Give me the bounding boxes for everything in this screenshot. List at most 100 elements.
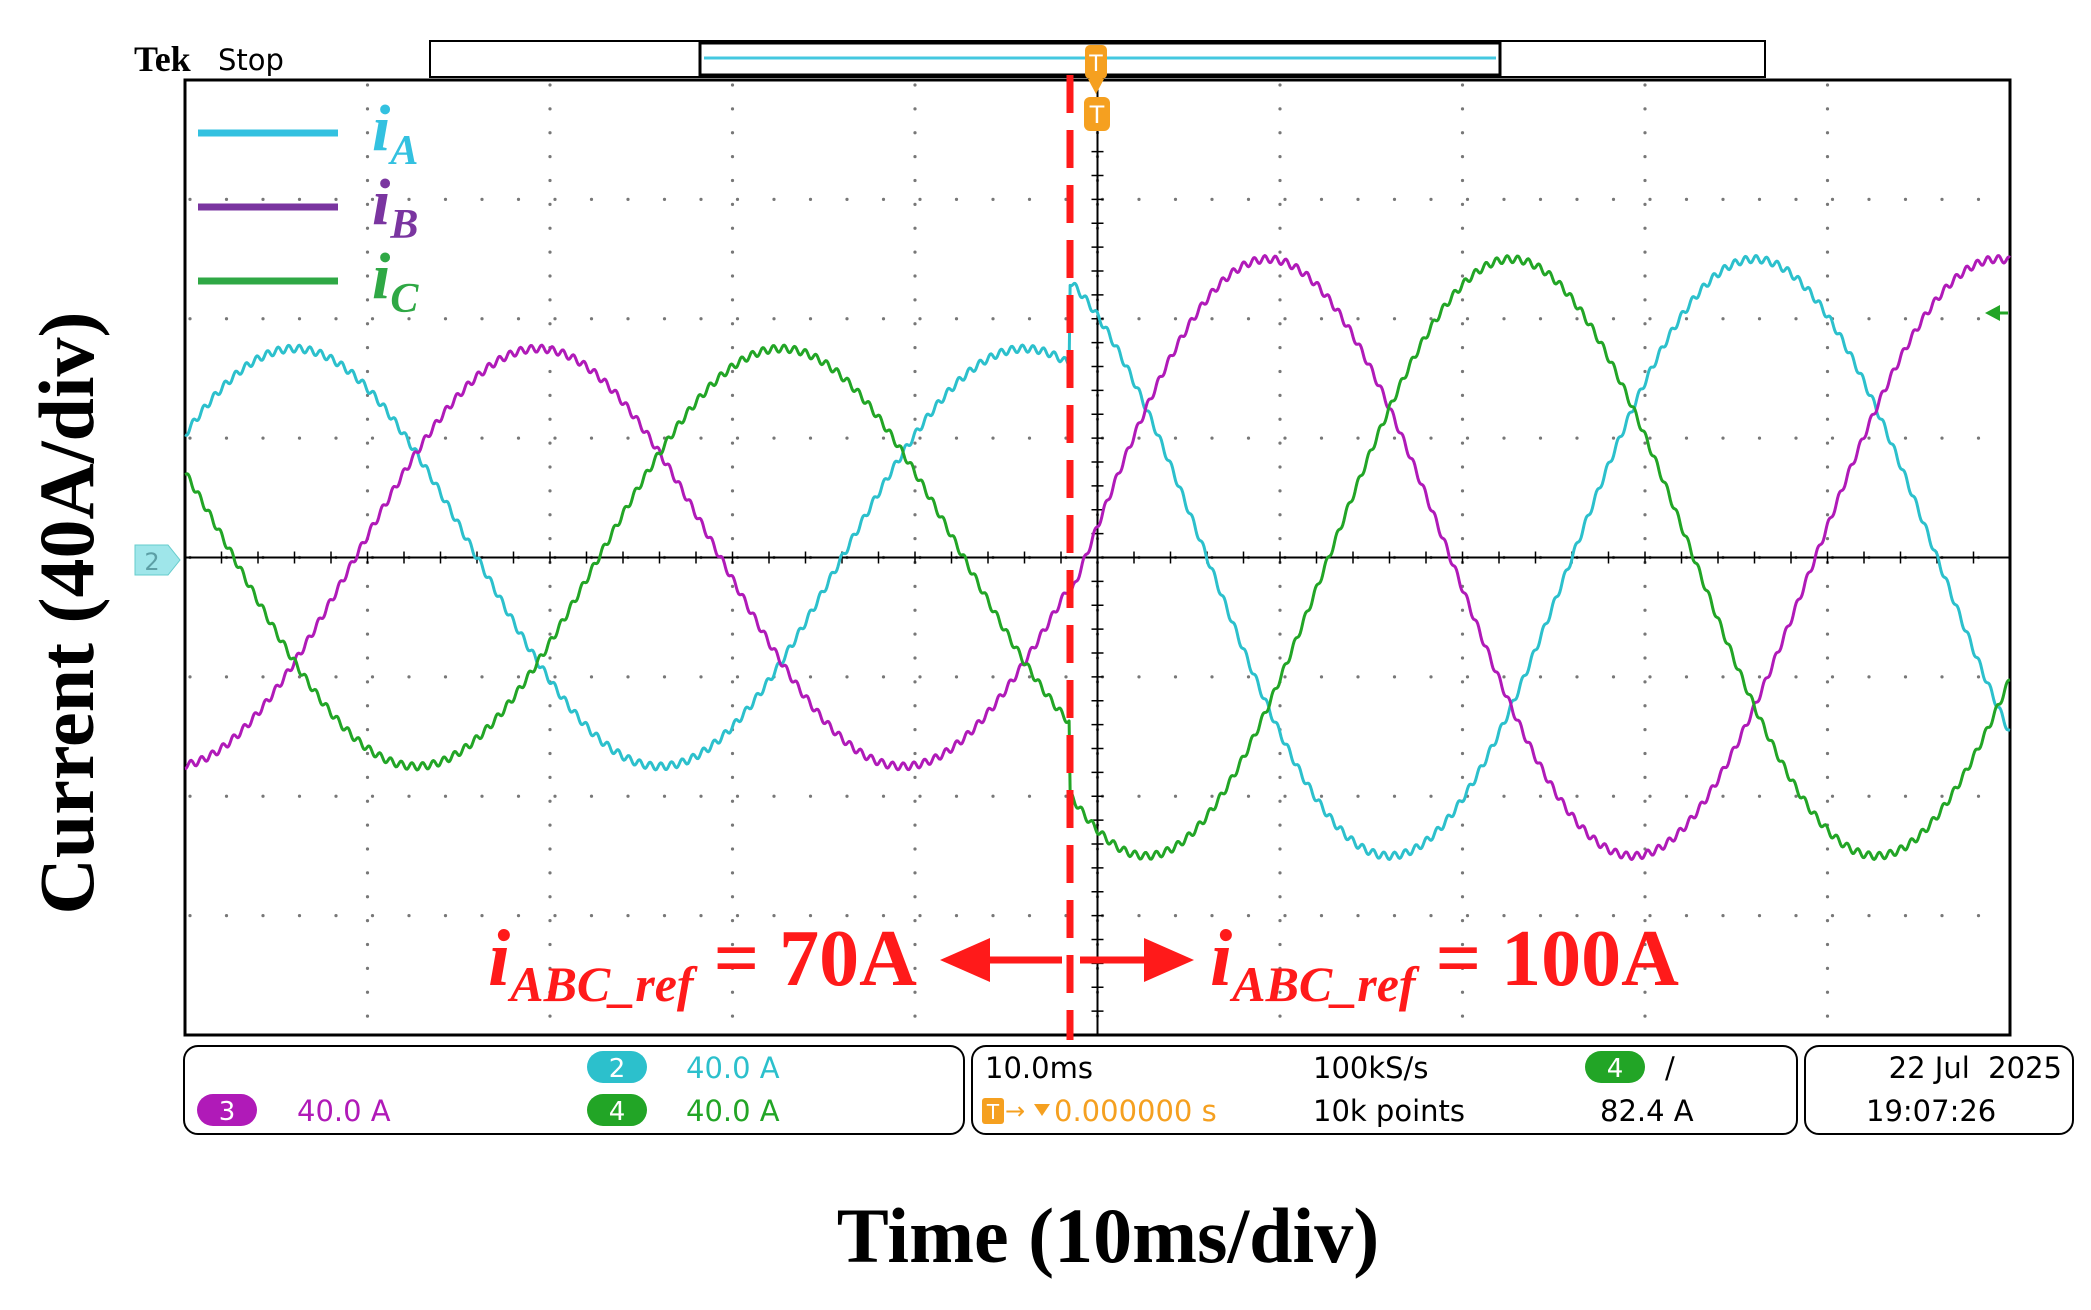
grid-dot: [1064, 675, 1068, 679]
grid-dot: [1460, 274, 1465, 278]
grid-dot: [881, 914, 886, 918]
grid-dot: [730, 584, 735, 588]
grid-dot: [1825, 728, 1830, 732]
grid-dot: [881, 317, 886, 321]
grid-dot: [1903, 436, 1908, 440]
grid-dot: [1278, 83, 1282, 87]
grid-dot: [845, 794, 849, 798]
grid-dot: [1356, 197, 1360, 201]
grid-dot: [1684, 914, 1689, 918]
grid-dot: [954, 914, 959, 918]
grid-dot: [1460, 226, 1465, 230]
grid-dot: [730, 895, 735, 899]
grid-dot: [1940, 675, 1944, 679]
grid-dot: [1643, 1014, 1647, 1018]
grid-dot: [1825, 799, 1830, 803]
grid-dot: [480, 675, 484, 679]
grid-dot: [365, 775, 370, 779]
grid-dot: [913, 226, 917, 230]
ch2-ground-marker: 2: [134, 544, 181, 576]
left-arrow: [940, 938, 1062, 982]
grid-dot: [913, 83, 917, 87]
grid-dot: [1173, 794, 1178, 798]
grid-dot: [365, 178, 370, 183]
grid-dot: [808, 317, 813, 321]
grid-dot: [1460, 704, 1465, 708]
grid-dot: [730, 799, 735, 803]
grid-dot: [1794, 914, 1798, 918]
grid-dot: [1278, 202, 1282, 206]
grid-dot: [1643, 131, 1647, 135]
grid-dot: [954, 317, 959, 321]
grid-dot: [365, 202, 370, 206]
grid-dot: [548, 393, 552, 397]
grid-dot: [1278, 274, 1282, 278]
sample-rate: 100kS/s: [1313, 1051, 1428, 1085]
grid-dot: [553, 794, 557, 798]
grid-dot: [954, 794, 959, 798]
grid-dot: [1278, 942, 1282, 947]
grid-dot: [1825, 751, 1830, 756]
grid-dot: [991, 436, 995, 440]
trigger-position-icon: [982, 1098, 1004, 1124]
grid-dot: [1465, 675, 1470, 679]
grid-dot: [1502, 197, 1506, 201]
grid-dot: [1319, 317, 1324, 321]
grid-dot: [224, 317, 229, 321]
grid-dot: [626, 317, 630, 321]
grid-dot: [1460, 823, 1465, 827]
grid-dot: [548, 274, 552, 278]
grid-dot: [913, 441, 917, 445]
grid-dot: [365, 895, 370, 899]
grid-dot: [1027, 914, 1032, 918]
grid-dot: [516, 197, 521, 201]
grid-dot: [913, 1014, 917, 1018]
grid-dot: [1643, 584, 1647, 588]
grid-dot: [548, 537, 552, 541]
grid-dot: [1460, 131, 1465, 135]
grid-dot: [1210, 794, 1214, 798]
grid-dot: [480, 794, 484, 798]
grid-dot: [730, 775, 735, 779]
grid-dot: [1825, 608, 1830, 612]
grid-dot: [1867, 914, 1871, 918]
grid-dot: [548, 895, 552, 899]
grid-dot: [1643, 393, 1647, 397]
grid-dot: [1825, 202, 1830, 206]
grid-dot: [1825, 489, 1830, 493]
grid-dot: [548, 202, 552, 206]
grid-dot: [991, 675, 995, 679]
grid-dot: [1794, 675, 1798, 679]
grid-dot: [1538, 794, 1543, 798]
grid-dot: [1825, 990, 1830, 994]
grid-dot: [1648, 317, 1652, 321]
grid-dot: [224, 794, 229, 798]
grid-dot: [913, 155, 917, 159]
svg-text:2: 2: [144, 548, 159, 576]
grid-dot: [1460, 919, 1465, 923]
left-reference-label: iABC_ref = 70A: [488, 915, 917, 1012]
grid-dot: [1825, 298, 1830, 302]
grid-dot: [548, 823, 552, 827]
grid-dot: [365, 107, 370, 111]
grid-dot: [1643, 751, 1647, 756]
grid-dot: [1830, 197, 1835, 201]
grid-dot: [730, 1014, 735, 1018]
grid-dot: [735, 675, 740, 679]
grid-dot: [1278, 346, 1282, 350]
grid-dot: [548, 226, 552, 230]
grid-dot: [365, 823, 370, 827]
grid-dot: [730, 465, 735, 469]
grid-dot: [1460, 990, 1465, 994]
grid-dot: [1976, 317, 1981, 321]
grid-dot: [1278, 584, 1282, 588]
grid-dot: [443, 794, 448, 798]
grid-dot: [730, 274, 735, 278]
grid-dot: [730, 513, 735, 517]
grid-dot: [730, 417, 735, 421]
grid-dot: [548, 250, 552, 254]
grid-dot: [1825, 274, 1830, 278]
grid-dot: [1356, 675, 1360, 679]
grid-dot: [1278, 871, 1282, 875]
grid-dot: [224, 197, 229, 201]
